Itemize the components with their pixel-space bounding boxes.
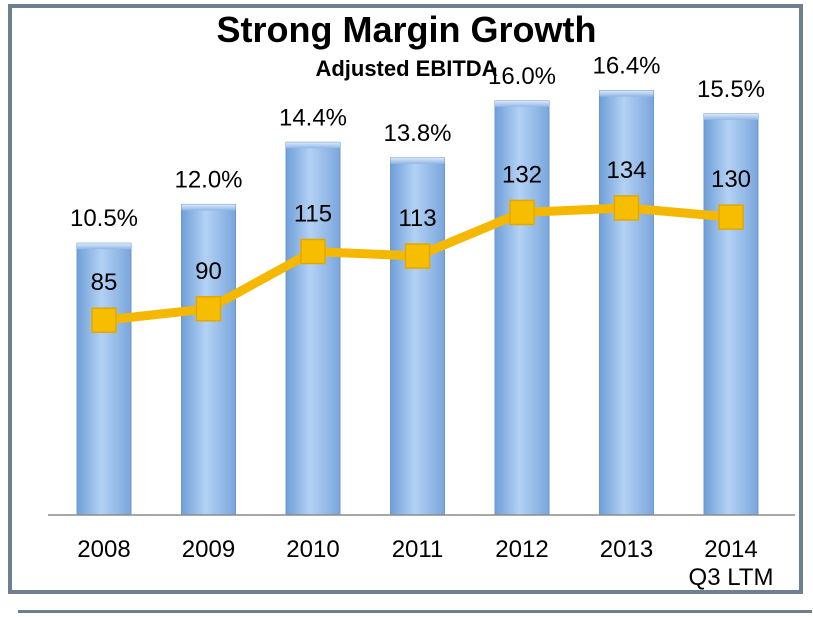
margin-label: 15.5% [697,76,765,103]
bar-cap [704,113,758,120]
x-tick-label: 2014 [704,536,757,563]
ebitda-value-label: 132 [502,162,542,189]
bar [703,113,759,516]
bottom-rule [18,610,812,613]
bar [181,203,236,516]
ebitda-value-label: 113 [398,205,436,232]
x-tick-label: 2012 [495,536,548,563]
x-tick-label: 2013 [600,536,653,563]
bar [76,242,132,516]
bar-cap [181,204,236,211]
ebitda-value-label: 134 [606,157,646,184]
bar [390,157,445,516]
chart-subtitle: Adjusted EBITDA [315,56,498,81]
ebitda-marker [509,199,535,226]
x-tick-label: Q3 LTM [689,564,774,591]
x-tick-label: 2011 [392,536,444,563]
labels: 10.5% 2008 12.0% 2009 14.4% 2010 13.8% 2011 16.0… [70,53,773,591]
margin-label: 14.4% [279,104,347,131]
ebitda-marker [195,296,222,322]
margin-label: 16.0% [488,63,556,90]
ebitda-marker [718,204,744,230]
ebitda-marker [91,307,117,333]
ebitda-marker [300,238,326,265]
margin-label: 13.8% [383,120,451,147]
ebitda-value-label: 115 [294,200,332,227]
margin-label: 16.4% [592,53,660,80]
x-tick-label: 2009 [182,536,235,563]
line-series [91,195,744,333]
bar-series [76,90,759,516]
ebitda-value-label: 90 [195,258,222,285]
ebitda-value-label: 85 [91,269,118,296]
bar-cap [286,142,340,149]
ebitda-marker [404,243,431,269]
bar-cap [495,100,549,107]
bar-cap [599,90,654,97]
margin-label: 10.5% [70,205,138,232]
bar [494,100,550,516]
x-tick-label: 2010 [286,536,339,563]
bar-cap [390,157,445,164]
x-tick-label: 2008 [77,536,130,563]
ebitda-marker [613,195,640,221]
bar [599,90,654,516]
ebitda-value-label: 130 [711,166,751,193]
bar [285,141,341,516]
chart-title: Strong Margin Growth [216,9,597,50]
bar-cap [77,243,131,250]
margin-label: 12.0% [174,166,242,193]
